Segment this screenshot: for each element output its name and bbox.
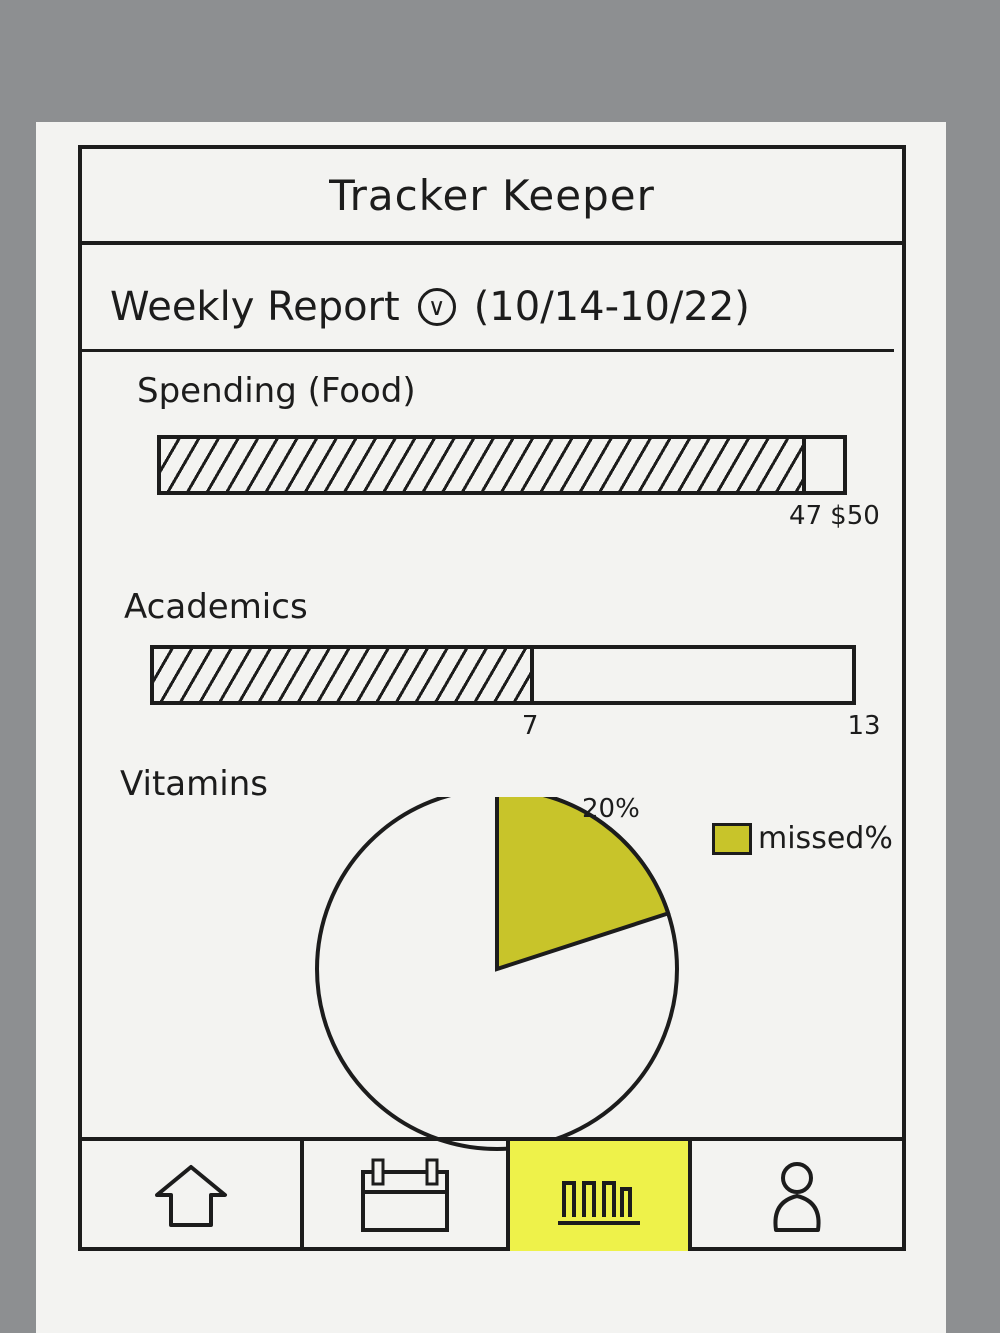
report-date-range: (10/14-10/22)	[473, 284, 750, 330]
app-title-bar: Tracker Keeper	[82, 149, 902, 245]
phone-frame: Tracker Keeper Weekly Report ∨ (10/14-10…	[78, 145, 906, 1251]
report-header[interactable]: Weekly Report ∨ (10/14-10/22)	[110, 267, 880, 347]
app-title: Tracker Keeper	[329, 170, 655, 220]
academics-max-label: 13	[847, 711, 881, 741]
bar-chart-icon	[558, 1181, 640, 1225]
pie-slice-missed	[495, 797, 671, 972]
profile-icon	[773, 1162, 821, 1232]
spending-progress-bar	[157, 435, 847, 495]
bottom-tab-bar	[82, 1137, 902, 1251]
tab-reports[interactable]	[510, 1141, 692, 1251]
header-divider	[82, 349, 894, 352]
tab-profile[interactable]	[692, 1141, 902, 1251]
calendar-icon	[361, 1158, 449, 1232]
vitamins-legend: missed%	[712, 821, 893, 856]
home-icon	[155, 1165, 227, 1227]
vitamins-pie-chart	[315, 797, 679, 1151]
vitamins-percent-label: 20%	[582, 794, 640, 824]
tab-home[interactable]	[82, 1141, 304, 1251]
spending-value-label: 47	[789, 501, 823, 531]
chevron-down-circle-icon[interactable]: ∨	[417, 288, 456, 326]
spending-label: Spending (Food)	[137, 371, 416, 411]
legend-swatch-missed	[712, 822, 752, 855]
academics-progress-bar	[150, 645, 856, 705]
academics-label: Academics	[124, 587, 308, 627]
spending-progress-fill	[161, 439, 807, 491]
vitamins-label: Vitamins	[120, 764, 268, 804]
report-title: Weekly Report	[110, 284, 400, 330]
spending-max-label: $50	[830, 501, 880, 531]
legend-label-missed: missed%	[758, 821, 893, 856]
tab-calendar[interactable]	[304, 1141, 510, 1251]
academics-progress-fill	[154, 649, 534, 701]
academics-value-label: 7	[521, 711, 539, 741]
